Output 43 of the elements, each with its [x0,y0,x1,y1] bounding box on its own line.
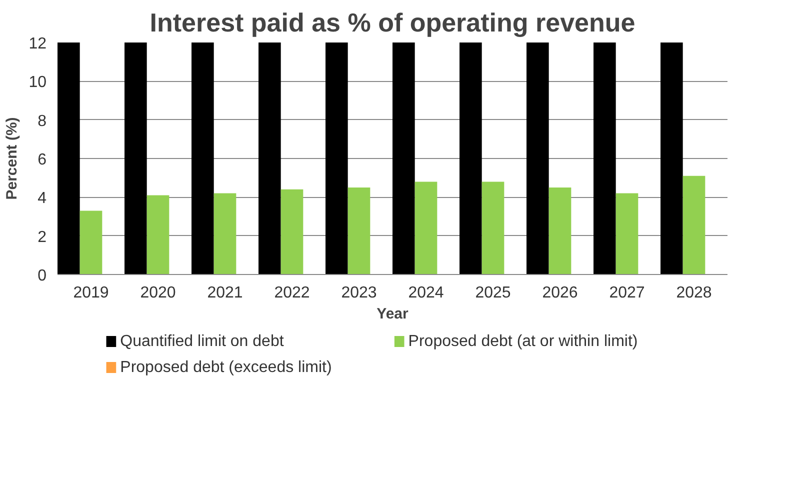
x-tick-label: 2020 [140,284,176,302]
bar [460,42,482,274]
legend-label: Proposed debt (exceeds limit) [120,359,332,376]
x-tick-label: 2027 [609,284,645,302]
y-tick-label: 10 [28,74,47,92]
bar [526,42,549,274]
bar [258,42,281,274]
bar [58,42,80,274]
bar [594,42,616,274]
bar [280,189,304,274]
bar [682,176,706,274]
bar [616,193,638,274]
bar [482,182,504,274]
x-tick-label: 2019 [73,284,109,302]
y-tick-label: 12 [28,36,47,52]
x-tick-label: 2021 [207,284,243,302]
bar [326,42,348,274]
y-tick-label: 4 [38,190,47,208]
y-tick-label: 0 [38,268,47,284]
y-tick-label: 6 [38,152,47,168]
bar [146,195,170,274]
y-axis-title: Percent (%) [4,117,21,200]
legend-label: Proposed debt (at or within limit) [408,333,638,350]
bar [214,193,236,274]
x-tick-label: 2023 [341,284,377,302]
x-tick-label: 2025 [475,284,511,302]
bar [392,42,415,274]
x-tick-label: 2026 [542,284,578,302]
bar [414,182,438,274]
x-tick-label: 2022 [274,284,310,302]
bar [80,210,102,274]
legend-label: Quantified limit on debt [120,333,284,350]
y-tick-label: 8 [38,112,47,130]
bar [348,188,370,274]
chart-title: Interest paid as % of operating revenue [150,8,636,38]
x-tick-label: 2024 [408,284,444,302]
bar [660,42,683,274]
y-tick-label: 2 [38,228,47,246]
bar [124,42,147,274]
bar [192,42,214,274]
bar [548,188,572,274]
x-tick-label: 2028 [676,284,712,302]
x-axis-title: Year [376,306,409,322]
